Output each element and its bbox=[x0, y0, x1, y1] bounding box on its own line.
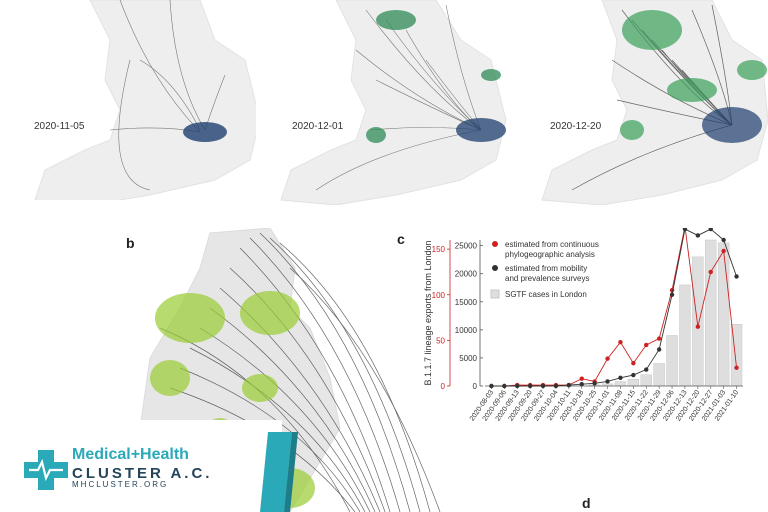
bar-sgtf bbox=[705, 239, 717, 387]
point-mobility bbox=[515, 383, 520, 389]
y-right-tick-label: 5000 bbox=[459, 354, 477, 363]
point-phylogeographic bbox=[656, 336, 662, 341]
legend-text: estimated from mobility bbox=[505, 264, 587, 273]
map-panel-2 bbox=[280, 0, 507, 205]
map-shape-3 bbox=[541, 0, 768, 205]
map-shape-2 bbox=[280, 0, 507, 205]
point-phylogeographic bbox=[695, 324, 701, 329]
bar-sgtf bbox=[614, 381, 627, 387]
y-right-tick-label: 10000 bbox=[455, 326, 478, 335]
legend-text: estimated from continuous bbox=[505, 240, 599, 249]
cluster-3 bbox=[620, 10, 767, 143]
point-mobility bbox=[566, 382, 572, 388]
point-mobility bbox=[695, 233, 701, 238]
map-date-3: 2020-12-20 bbox=[550, 121, 602, 132]
point-mobility bbox=[721, 237, 726, 243]
point-mobility bbox=[540, 383, 546, 389]
legend-text: SGTF cases in London bbox=[505, 290, 587, 299]
y-left-tick-label: 0 bbox=[441, 382, 446, 391]
point-phylogeographic bbox=[734, 365, 739, 370]
bar-sgtf bbox=[717, 242, 730, 387]
y-right-tick-label: 15000 bbox=[455, 298, 478, 307]
panel-label-d: d bbox=[582, 495, 591, 511]
point-phylogeographic bbox=[631, 360, 636, 366]
panel-label-c: c bbox=[397, 231, 405, 247]
cluster-1 bbox=[183, 122, 227, 142]
y-left-tick-label: 50 bbox=[436, 336, 445, 345]
point-mobility bbox=[502, 383, 507, 389]
legend-text: and prevalence surveys bbox=[505, 274, 590, 283]
bar-sgtf bbox=[666, 335, 678, 387]
legend-swatch-phylogeographic bbox=[492, 241, 498, 247]
y-left-tick-label: 100 bbox=[432, 291, 446, 300]
point-mobility bbox=[605, 379, 610, 384]
point-mobility bbox=[656, 347, 662, 352]
point-phylogeographic bbox=[721, 248, 726, 254]
point-mobility bbox=[734, 274, 739, 279]
point-phylogeographic bbox=[579, 376, 584, 381]
map-panel-3 bbox=[541, 0, 768, 205]
logo-cross-icon bbox=[24, 450, 68, 490]
legend-swatch-mobility bbox=[492, 265, 498, 271]
bar-sgtf bbox=[692, 256, 704, 387]
arcs-1 bbox=[109, 0, 226, 191]
legend-swatch-sgtf bbox=[490, 289, 500, 299]
y-right-tick-label: 20000 bbox=[455, 270, 478, 279]
point-mobility bbox=[489, 383, 494, 389]
point-mobility bbox=[579, 381, 584, 387]
point-mobility bbox=[592, 381, 597, 386]
map-panel-1 bbox=[34, 0, 256, 200]
point-mobility bbox=[708, 228, 713, 232]
y-right-tick-label: 25000 bbox=[455, 242, 478, 251]
map-date-2: 2020-12-01 bbox=[292, 121, 344, 132]
bar-sgtf bbox=[653, 363, 665, 387]
logo-url: MHCLUSTER.ORG bbox=[72, 480, 169, 489]
point-mobility bbox=[682, 228, 688, 232]
bar-sgtf bbox=[627, 379, 640, 387]
map-shape-1 bbox=[34, 0, 256, 200]
y-right-tick-label: 0 bbox=[473, 382, 478, 391]
map-date-1: 2020-11-05 bbox=[34, 121, 85, 132]
logo-band bbox=[260, 432, 298, 512]
logo-subtitle: CLUSTER A.C. bbox=[72, 465, 213, 482]
point-mobility bbox=[631, 372, 636, 378]
y-left-tick-label: 150 bbox=[432, 245, 446, 254]
bar-sgtf bbox=[679, 284, 691, 387]
logo-title: Medical+Health bbox=[72, 446, 189, 463]
point-mobility bbox=[527, 383, 533, 389]
panel-label-b: b bbox=[126, 235, 135, 251]
legend-text: phylogeographic analysis bbox=[505, 250, 595, 259]
point-mobility bbox=[553, 383, 559, 389]
point-mobility bbox=[644, 367, 649, 372]
cluster-2 bbox=[366, 10, 506, 143]
point-phylogeographic bbox=[605, 356, 610, 361]
y-axis-label: B.1.1.7 lineage exports from London bbox=[423, 240, 433, 385]
point-phylogeographic bbox=[708, 269, 713, 275]
point-mobility bbox=[618, 375, 623, 380]
point-phylogeographic bbox=[618, 340, 623, 345]
point-mobility bbox=[669, 292, 675, 297]
bar-sgtf bbox=[640, 374, 652, 387]
point-phylogeographic bbox=[644, 342, 649, 348]
chart-c: c 0 50 100 150 0 5000 10000 15000 20000 25000 B.1.1… bbox=[397, 228, 743, 422]
